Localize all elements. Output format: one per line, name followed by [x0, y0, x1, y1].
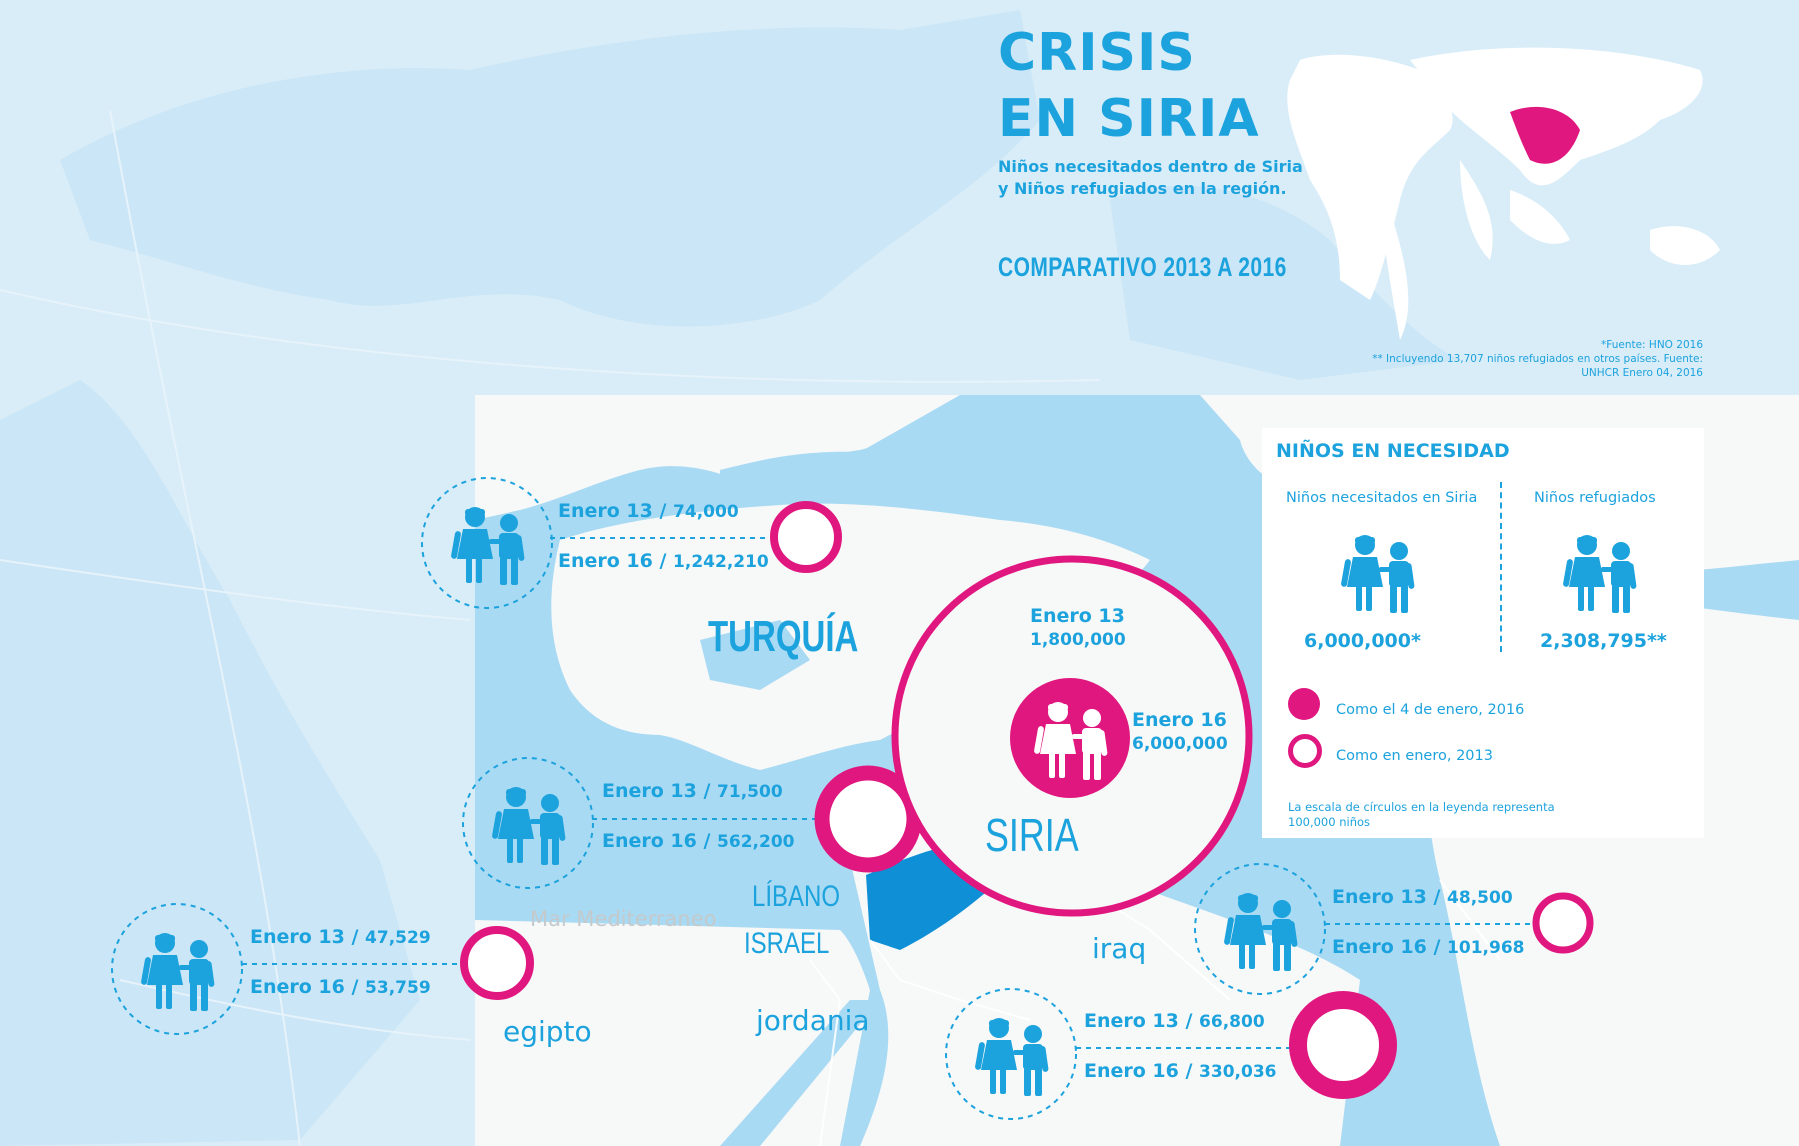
iraq-stat-2013: Enero 13 / 48,500 [1332, 886, 1513, 908]
legend-col2-value: 2,308,795** [1540, 630, 1667, 652]
legend-divider [1500, 482, 1502, 652]
page-title: CRISIS EN SIRIA [998, 23, 1260, 149]
faint-continent [1110, 185, 1460, 380]
faint-continent [60, 10, 1040, 327]
label-turquia: TURQUÍA [708, 612, 859, 661]
egypt-children-badge [111, 903, 243, 1035]
egypt-stat-2013: Enero 13 / 47,529 [250, 926, 431, 948]
children-icon [1340, 535, 1415, 613]
world-map-highlight [1510, 106, 1580, 164]
iraq-ring [1532, 892, 1594, 954]
legend-title: NIÑOS EN NECESIDAD [1276, 440, 1510, 462]
legend-filled-label: Como el 4 de enero, 2016 [1336, 702, 1525, 718]
label-libano: LÍBANO [752, 880, 841, 913]
label-mar-mediterraneo: Mar Mediterraneo [530, 907, 717, 931]
turkey-stat-2016: Enero 16 / 1,242,210 [558, 550, 769, 572]
legend-col1-label: Niños necesitados en Siria [1286, 490, 1478, 506]
legend-panel: NIÑOS EN NECESIDAD Niños necesitados en … [1262, 428, 1704, 838]
jordan-children-badge [945, 988, 1077, 1120]
egypt-stat-2016: Enero 16 / 53,759 [250, 976, 431, 998]
iraq-stat-2016: Enero 16 / 101,968 [1332, 936, 1525, 958]
children-icon [491, 787, 566, 865]
jordan-stat-2016: Enero 16 / 330,036 [1084, 1060, 1277, 1082]
syria-stat-2013: Enero 13 1,800,000 [1030, 605, 1126, 650]
label-egipto: egipto [503, 1015, 592, 1048]
turkey-stat-2013: Enero 13 / 74,000 [558, 500, 739, 522]
children-icon [974, 1018, 1049, 1096]
subtitle: Niños necesitados dentro de Siria y Niño… [998, 157, 1303, 198]
legend-ring-dot [1288, 734, 1322, 768]
children-icon [450, 507, 525, 585]
lebanon-children-badge [462, 757, 594, 889]
turkey-children-badge [421, 477, 553, 609]
source-note: *Fuente: HNO 2016 ** Incluyendo 13,707 n… [1372, 339, 1703, 379]
label-siria: SIRIA [985, 809, 1079, 861]
label-jordania: jordania [756, 1004, 870, 1037]
syria-stat-2016: Enero 16 6,000,000 [1132, 709, 1228, 754]
legend-filled-dot [1288, 688, 1320, 720]
lebanon-stat-2016: Enero 16 / 562,200 [602, 830, 795, 852]
comparative-heading: COMPARATIVO 2013 A 2016 [998, 252, 1287, 282]
legend-col1-value: 6,000,000* [1304, 630, 1421, 652]
legend-scale-note: La escala de círculos en la leyenda repr… [1288, 800, 1555, 829]
lebanon-stat-2013: Enero 13 / 71,500 [602, 780, 783, 802]
jordan-ring [1289, 991, 1397, 1099]
faint-continent [0, 380, 420, 1146]
children-icon [140, 933, 215, 1011]
children-icon [1562, 535, 1637, 613]
label-iraq: iraq [1092, 932, 1147, 965]
jordan-stat-2013: Enero 13 / 66,800 [1084, 1010, 1265, 1032]
children-icon [1223, 893, 1298, 971]
label-israel: ISRAEL [744, 927, 830, 960]
egypt-ring [460, 926, 534, 1000]
legend-ring-label: Como en enero, 2013 [1336, 748, 1493, 764]
turkey-ring [770, 501, 842, 573]
legend-col2-label: Niños refugiados [1534, 490, 1656, 506]
iraq-children-badge [1194, 863, 1326, 995]
